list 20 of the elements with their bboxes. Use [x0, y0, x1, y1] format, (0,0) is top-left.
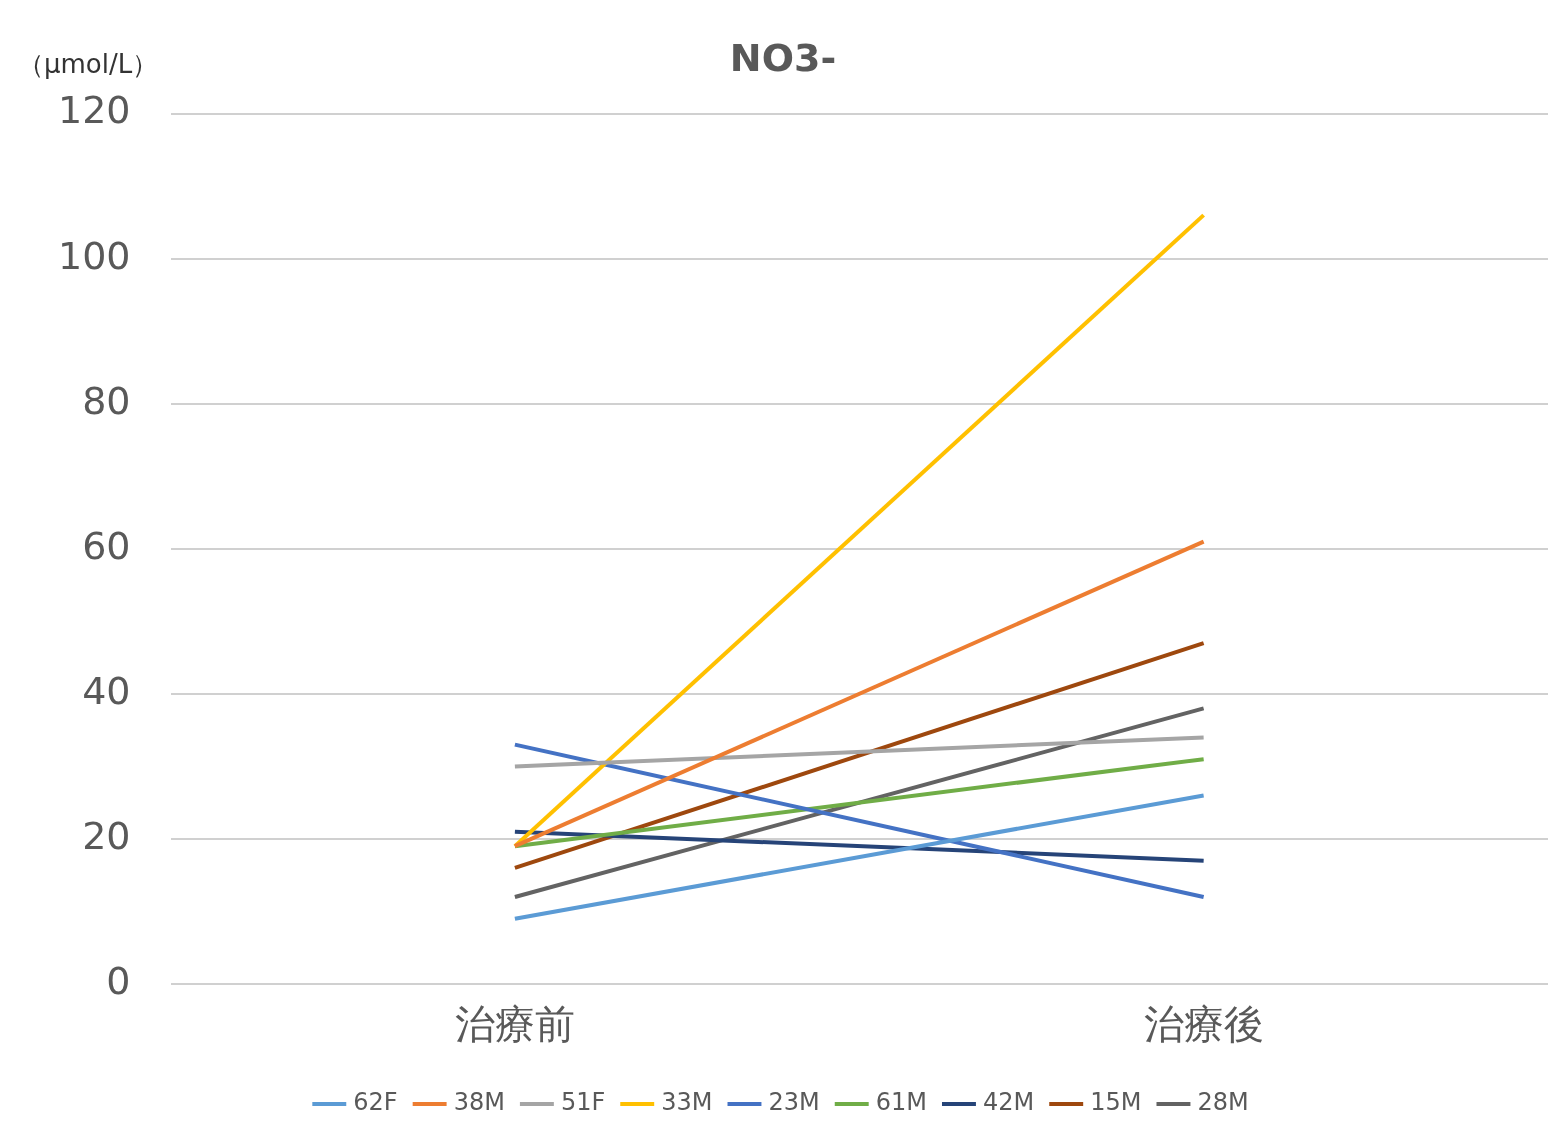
y-tick-label: 100: [58, 233, 131, 278]
legend-label: 33M: [661, 1088, 713, 1117]
y-tick-label: 0: [106, 958, 131, 1003]
legend-label: 15M: [1090, 1088, 1142, 1117]
legend-label: 38M: [453, 1088, 505, 1117]
legend-label: 61M: [875, 1088, 927, 1117]
y-tick-label: 60: [82, 523, 131, 568]
y-tick-label: 120: [58, 88, 131, 133]
x-tick-label: 治療後: [1143, 1001, 1264, 1048]
y-tick-label: 40: [82, 668, 131, 713]
y-tick-label: 80: [82, 378, 131, 423]
x-tick-label: 治療前: [454, 1001, 575, 1048]
legend-label: 28M: [1197, 1088, 1249, 1117]
y-tick-label: 20: [82, 813, 131, 858]
chart-title: NO3-: [729, 35, 837, 80]
legend-label: 62F: [353, 1088, 398, 1117]
legend-label: 23M: [768, 1088, 820, 1117]
legend-label: 51F: [560, 1088, 606, 1117]
legend-label: 42M: [982, 1088, 1035, 1117]
y-axis-title: （μmol/L）: [18, 48, 159, 79]
